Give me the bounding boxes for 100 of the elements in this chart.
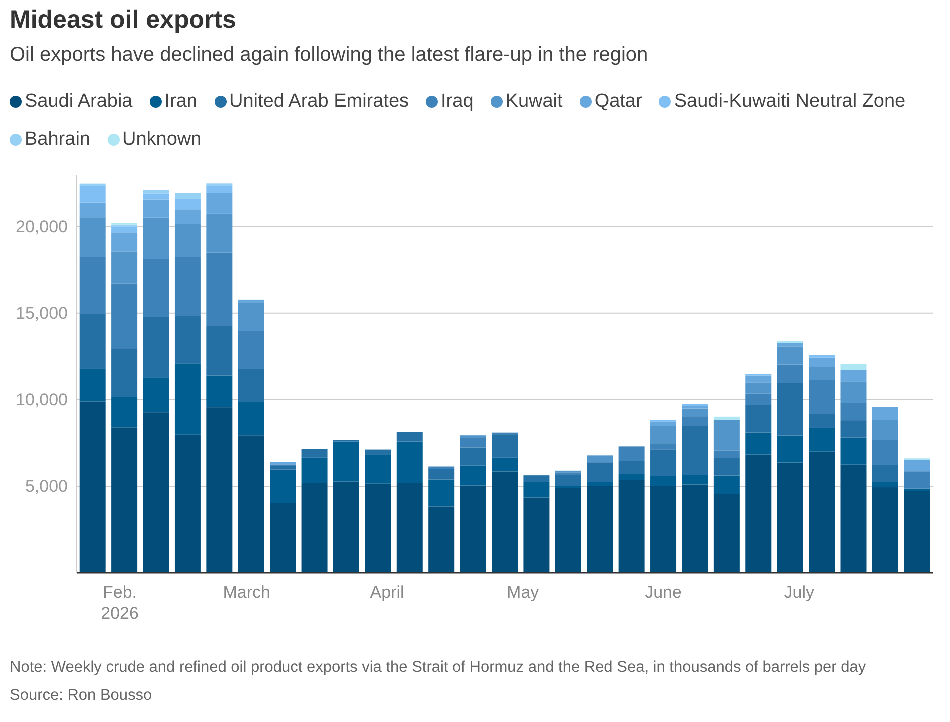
bar <box>872 407 898 420</box>
bar <box>174 199 201 210</box>
bar <box>174 193 201 200</box>
legend-label: Unknown <box>122 128 202 152</box>
bar <box>396 483 423 573</box>
bar <box>302 483 328 573</box>
bar <box>80 218 106 258</box>
bar <box>460 438 486 448</box>
bar <box>809 380 836 414</box>
bar <box>112 397 138 428</box>
bar <box>840 438 867 465</box>
bar <box>714 416 740 420</box>
legend-label: United Arab Emirates <box>230 90 410 114</box>
legend-label: Saudi-Kuwaiti Neutral Zone <box>674 90 906 114</box>
bar <box>460 466 486 486</box>
bar <box>112 232 138 252</box>
bar <box>650 450 677 476</box>
bar <box>840 403 867 421</box>
x-tick-label: Feb. 2026 <box>101 583 139 623</box>
bar <box>872 488 898 573</box>
bar <box>840 364 867 370</box>
bar <box>112 428 138 573</box>
y-tick-label: 15,000 <box>16 304 68 323</box>
bar <box>365 484 392 573</box>
bar <box>396 432 423 442</box>
bar <box>587 482 614 486</box>
bar <box>682 426 708 476</box>
bar <box>650 422 677 426</box>
bar <box>143 259 170 318</box>
bar <box>206 252 233 326</box>
bar <box>904 460 930 472</box>
bar <box>174 316 201 364</box>
bar <box>460 448 486 466</box>
bar <box>682 475 708 485</box>
bar <box>270 462 296 465</box>
bar <box>143 412 170 573</box>
bar <box>524 482 550 498</box>
bar <box>872 482 898 488</box>
bar <box>80 402 106 573</box>
bar <box>492 472 518 573</box>
bar <box>112 224 138 228</box>
bar <box>872 465 898 482</box>
bar <box>206 186 233 194</box>
bar <box>270 503 296 573</box>
bar <box>143 317 170 378</box>
bar <box>238 436 264 573</box>
text: Note: Weekly crude and refined oil product exports via the Strait of Hormuz and the Red Sea, in thousands of barrels per day <box>10 659 866 676</box>
bar <box>872 440 898 466</box>
bar <box>650 426 677 444</box>
bar <box>112 252 138 284</box>
bar <box>904 488 930 492</box>
bar <box>143 218 170 260</box>
bar <box>112 227 138 233</box>
bar <box>302 458 328 484</box>
bar <box>809 428 836 452</box>
x-tick-label: June <box>645 583 682 602</box>
bar <box>365 450 392 455</box>
bar <box>809 414 836 428</box>
bar <box>904 472 930 489</box>
bar <box>650 444 677 450</box>
bar <box>492 458 518 472</box>
bar <box>143 190 170 194</box>
bar <box>206 326 233 376</box>
x-tick-label: April <box>370 583 404 602</box>
bar <box>80 368 106 402</box>
y-tick-label: 10,000 <box>16 390 68 410</box>
bar <box>524 476 550 482</box>
bar <box>238 331 264 370</box>
bar <box>618 446 645 462</box>
x-tick-label: March <box>223 583 270 602</box>
bar <box>112 348 138 398</box>
bar <box>174 364 201 435</box>
bar <box>365 454 392 484</box>
bar <box>777 383 804 436</box>
bar <box>555 475 582 486</box>
bar <box>746 432 772 455</box>
legend-label: Iraq <box>441 90 474 114</box>
bar <box>270 470 296 504</box>
legend-label: Kuwait <box>506 90 563 114</box>
bar <box>872 420 898 440</box>
bar <box>80 314 106 369</box>
bar <box>206 214 233 253</box>
bar <box>682 408 708 417</box>
bar <box>587 486 614 573</box>
bar <box>428 506 455 573</box>
bar <box>555 472 582 476</box>
bar <box>428 466 455 470</box>
chart-title: Mideast oil exports <box>10 6 236 34</box>
bar <box>777 346 804 365</box>
bar <box>143 200 170 218</box>
bar <box>809 355 836 358</box>
bar <box>840 420 867 438</box>
bar <box>682 416 708 426</box>
chart-subtitle: Oil exports have declined again following the latest flare-up in the region <box>10 44 648 66</box>
bar <box>80 257 106 314</box>
bar <box>714 458 740 476</box>
bar <box>555 488 582 573</box>
bar <box>809 367 836 380</box>
bar <box>174 257 201 316</box>
bar <box>618 474 645 480</box>
